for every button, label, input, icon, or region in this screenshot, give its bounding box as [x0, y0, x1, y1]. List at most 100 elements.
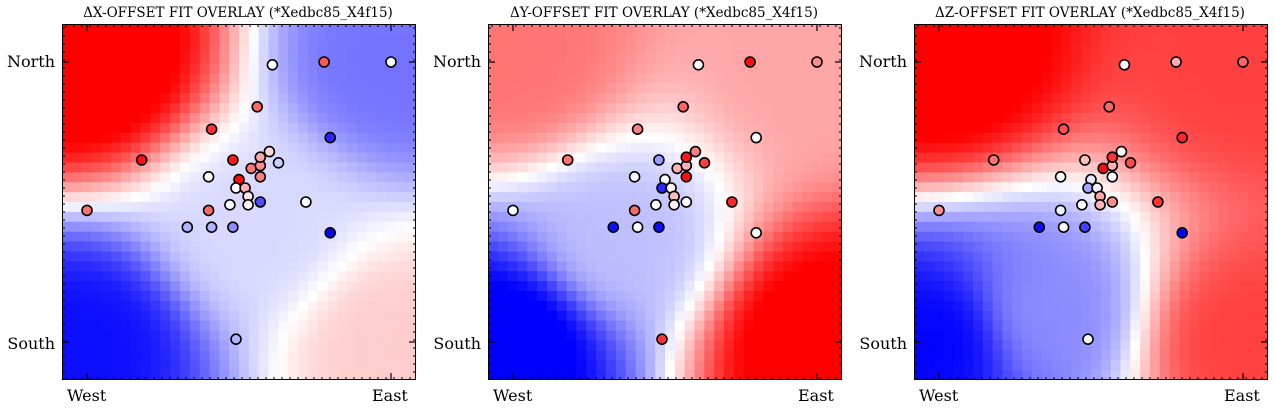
surface-cell — [1150, 360, 1161, 371]
surface-cell — [1209, 241, 1220, 253]
surface-cell — [1248, 162, 1259, 173]
surface-cell — [1071, 162, 1082, 173]
surface-cell — [396, 202, 407, 213]
surface-cell — [1218, 132, 1230, 144]
surface-cell — [229, 231, 240, 243]
surface-cell — [488, 93, 499, 104]
surface-cell — [537, 142, 548, 154]
surface-cell — [832, 281, 842, 292]
surface-cell — [714, 350, 725, 361]
surface-cell — [714, 192, 725, 203]
surface-cell — [773, 182, 784, 193]
surface-cell — [111, 73, 122, 84]
surface-cell — [783, 221, 794, 233]
surface-cell — [1032, 24, 1043, 35]
surface-cell — [288, 33, 299, 45]
surface-cell — [792, 113, 804, 124]
surface-cell — [189, 241, 201, 253]
x-tick-label-east: East — [798, 386, 834, 405]
surface-cell — [1238, 221, 1249, 233]
surface-cell — [1012, 83, 1023, 94]
scatter-point — [81, 204, 93, 217]
surface-cell — [733, 33, 745, 45]
surface-cell — [963, 300, 974, 312]
surface-cell — [347, 251, 358, 262]
surface-cell — [140, 142, 152, 154]
surface-cell — [943, 142, 954, 154]
surface-cell — [170, 122, 181, 134]
surface-cell — [347, 291, 358, 302]
surface-cell — [278, 340, 289, 351]
surface-cell — [802, 132, 814, 144]
surface-cell — [773, 172, 784, 183]
surface-cell — [1189, 360, 1200, 371]
surface-cell — [704, 152, 715, 164]
surface-cell — [396, 24, 407, 35]
surface-cell — [121, 192, 132, 203]
surface-cell — [714, 211, 725, 223]
surface-cell — [517, 271, 528, 282]
surface-cell — [743, 320, 755, 332]
surface-cell — [684, 261, 696, 272]
surface-cell — [268, 251, 279, 262]
surface-cell — [1228, 281, 1240, 292]
surface-cell — [635, 340, 646, 351]
surface-cell — [963, 33, 974, 45]
surface-cell — [111, 231, 122, 243]
surface-cell — [953, 281, 964, 292]
surface-cell — [160, 83, 171, 94]
surface-cell — [1071, 83, 1082, 94]
surface-cell — [822, 93, 833, 104]
surface-cell — [982, 350, 994, 361]
surface-cell — [1041, 83, 1053, 94]
surface-cell — [376, 122, 388, 134]
surface-cell — [953, 251, 964, 262]
surface-cell — [1022, 172, 1033, 183]
surface-cell — [1100, 330, 1112, 342]
surface-cell — [517, 162, 528, 173]
surface-cell — [832, 300, 842, 312]
surface-cell — [488, 231, 499, 243]
surface-cell — [278, 291, 289, 302]
surface-cell — [317, 221, 329, 233]
surface-cell — [366, 261, 378, 272]
chart-svg — [62, 24, 416, 380]
surface-cell — [576, 53, 587, 65]
surface-cell — [1248, 122, 1259, 134]
surface-cell — [953, 211, 964, 223]
surface-cell — [763, 291, 774, 302]
surface-cell — [386, 320, 397, 332]
surface-cell — [1032, 241, 1043, 253]
surface-cell — [1258, 271, 1268, 282]
surface-cell — [1169, 192, 1181, 203]
surface-cell — [189, 152, 201, 164]
surface-cell — [1120, 261, 1131, 272]
surface-cell — [615, 360, 627, 371]
surface-cell — [1159, 132, 1171, 144]
surface-cell — [537, 261, 548, 272]
surface-cell — [170, 241, 181, 253]
surface-cell — [1091, 291, 1102, 302]
surface-cell — [160, 231, 171, 243]
surface-cell — [288, 73, 299, 84]
surface-cell — [488, 122, 499, 134]
surface-cell — [704, 320, 715, 332]
surface-cell — [792, 340, 804, 351]
surface-cell — [396, 142, 407, 154]
surface-cell — [488, 202, 499, 213]
surface-cell — [130, 330, 142, 342]
surface-cell — [743, 300, 755, 312]
surface-cell — [180, 33, 191, 45]
surface-cell — [209, 310, 220, 322]
surface-cell — [812, 162, 823, 173]
surface-cell — [1032, 202, 1043, 213]
surface-cell — [347, 221, 358, 233]
surface-cell — [288, 370, 299, 380]
surface-cell — [753, 271, 764, 282]
surface-cell — [327, 320, 338, 332]
surface-cell — [1041, 221, 1053, 233]
surface-cell — [645, 73, 656, 84]
surface-cell — [963, 330, 974, 342]
surface-cell — [783, 300, 794, 312]
surface-cell — [327, 182, 338, 193]
